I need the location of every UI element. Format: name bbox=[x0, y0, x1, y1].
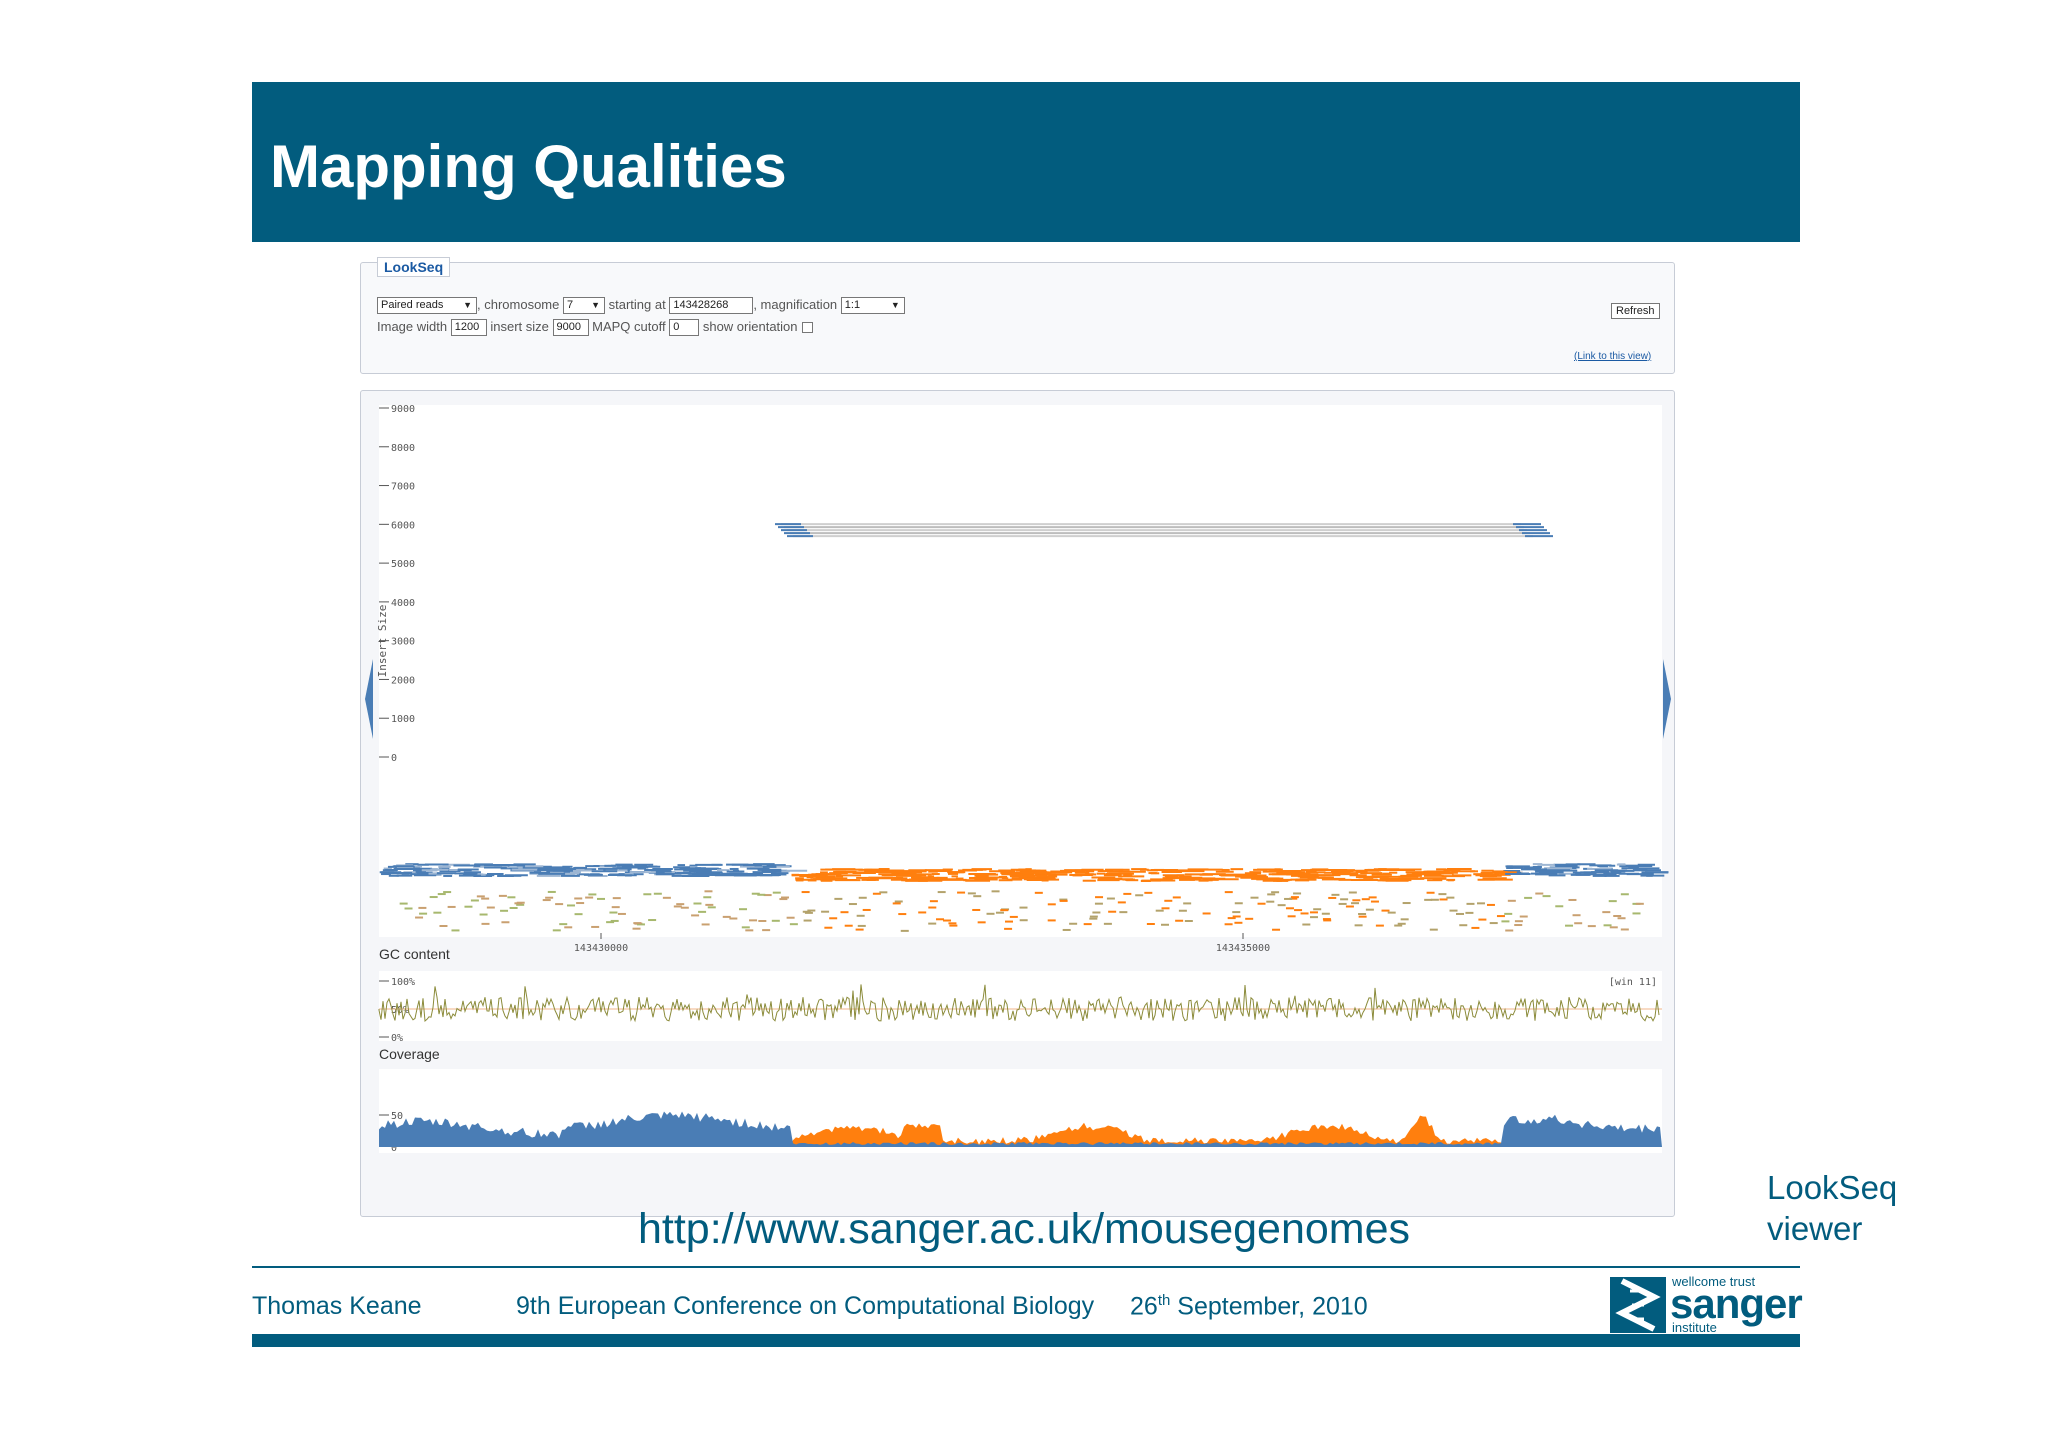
refresh-button[interactable]: Refresh bbox=[1611, 303, 1660, 319]
slide-title: Mapping Qualities bbox=[270, 133, 787, 200]
y-axis-label: Insert Size bbox=[376, 605, 389, 678]
mode-select[interactable]: Paired reads ▼ bbox=[377, 297, 477, 315]
gc-tick-label: 100% bbox=[391, 977, 415, 988]
x-tick-label: 143435000 bbox=[1216, 943, 1270, 954]
controls-row-1: Paired reads ▼, chromosome 7 ▼ starting at… bbox=[377, 297, 905, 315]
lookseq-screenshot: LookSeq Paired reads ▼, chromosome 7 ▼ sta… bbox=[360, 250, 1675, 1217]
scroll-right-icon[interactable] bbox=[1663, 659, 1671, 739]
y-tick-label: 8000 bbox=[391, 443, 415, 454]
coverage-title: Coverage bbox=[379, 1046, 440, 1062]
footer-date: 26th September, 2010 bbox=[1130, 1292, 1368, 1321]
magnification-label: , magnification bbox=[753, 297, 838, 312]
side-note-line-2: viewer bbox=[1767, 1210, 1863, 1247]
link-to-view[interactable]: (Link to this view) bbox=[1574, 351, 1652, 362]
y-tick-label: 1000 bbox=[391, 714, 415, 725]
y-tick-label: 7000 bbox=[391, 482, 415, 493]
chevron-down-icon: ▼ bbox=[463, 300, 472, 311]
image-width-input[interactable]: 1200 bbox=[450, 319, 487, 337]
gc-content-title: GC content bbox=[379, 946, 450, 962]
side-note-line-1: LookSeq bbox=[1767, 1169, 1898, 1206]
y-tick-label: 0 bbox=[391, 753, 397, 764]
starting-label: starting at bbox=[605, 297, 666, 312]
y-tick-label: 2000 bbox=[391, 675, 415, 686]
sanger-logo: wellcome trust sanger institute bbox=[1610, 1272, 1803, 1335]
show-orientation-checkbox[interactable] bbox=[801, 322, 813, 334]
insert-size-input[interactable]: 9000 bbox=[552, 319, 589, 337]
coverage-tick-label: 50 bbox=[391, 1111, 403, 1122]
footer-date-rest: September, 2010 bbox=[1170, 1292, 1368, 1321]
y-tick-label: 3000 bbox=[391, 637, 415, 648]
chevron-down-icon: ▼ bbox=[591, 300, 600, 311]
chevron-down-icon: ▼ bbox=[890, 300, 900, 311]
x-tick-label: 143430000 bbox=[574, 943, 628, 954]
coverage-tick-label: 0 bbox=[391, 1143, 397, 1154]
lookseq-tab: LookSeq bbox=[377, 257, 451, 277]
gc-window-label: [win 11] bbox=[1609, 977, 1657, 988]
y-tick-label: 9000 bbox=[391, 404, 415, 415]
footer-date-suffix: th bbox=[1157, 1292, 1171, 1309]
insert-size-label: insert size bbox=[490, 319, 549, 334]
footer-divider bbox=[252, 1266, 1800, 1268]
footer-date-day: 26 bbox=[1130, 1292, 1158, 1321]
starting-position-input[interactable]: 143428268 bbox=[669, 297, 754, 315]
y-tick-label: 4000 bbox=[391, 598, 415, 609]
logo-bottom: institute bbox=[1672, 1320, 1717, 1335]
lookseq-plot-panel: 9000 8000 7000 6000 5000 4000 3000 2000 1000 0 In… bbox=[360, 390, 1675, 1217]
logo-name: sanger bbox=[1670, 1280, 1803, 1327]
image-width-label: Image width bbox=[377, 319, 448, 334]
insert-size-plot: 9000 8000 7000 6000 5000 4000 3000 2000 1000 0 In… bbox=[365, 404, 1671, 1154]
footer-author: Thomas Keane bbox=[252, 1292, 422, 1320]
controls-row-2: Image width 1200 insert size 9000 MAPQ c… bbox=[377, 319, 813, 337]
chromosome-label: , chromosome bbox=[477, 297, 560, 312]
logo-top: wellcome trust bbox=[1672, 1274, 1756, 1289]
coverage-low-mapq-area bbox=[379, 1115, 1662, 1147]
footer-bar bbox=[252, 1334, 1800, 1347]
gc-content-line bbox=[378, 984, 1660, 1023]
mapq-cutoff-input[interactable]: 0 bbox=[669, 319, 700, 337]
chromosome-select[interactable]: 7 ▼ bbox=[563, 297, 605, 315]
dna-helix-icon bbox=[1610, 1277, 1666, 1333]
y-tick-label: 5000 bbox=[391, 559, 415, 570]
mapq-cutoff-label: MAPQ cutoff bbox=[592, 319, 666, 334]
mousegenomes-url[interactable]: http://www.sanger.ac.uk/mousegenomes bbox=[637, 1205, 1411, 1253]
side-note: LookSeq viewer bbox=[1767, 1167, 1967, 1249]
scroll-left-icon[interactable] bbox=[365, 659, 373, 739]
lookseq-controls-panel: LookSeq Paired reads ▼, chromosome 7 ▼ sta… bbox=[360, 257, 1675, 374]
title-bar: Mapping Qualities bbox=[252, 82, 1800, 242]
magnification-select[interactable]: 1:1 ▼ bbox=[840, 297, 905, 315]
y-tick-label: 6000 bbox=[391, 520, 415, 531]
show-orientation-label: show orientation bbox=[702, 319, 798, 334]
gc-tick-label: 0% bbox=[391, 1033, 403, 1044]
footer-conference: 9th European Conference on Computational… bbox=[516, 1292, 1095, 1320]
coverage-unique-area bbox=[379, 1111, 1662, 1147]
